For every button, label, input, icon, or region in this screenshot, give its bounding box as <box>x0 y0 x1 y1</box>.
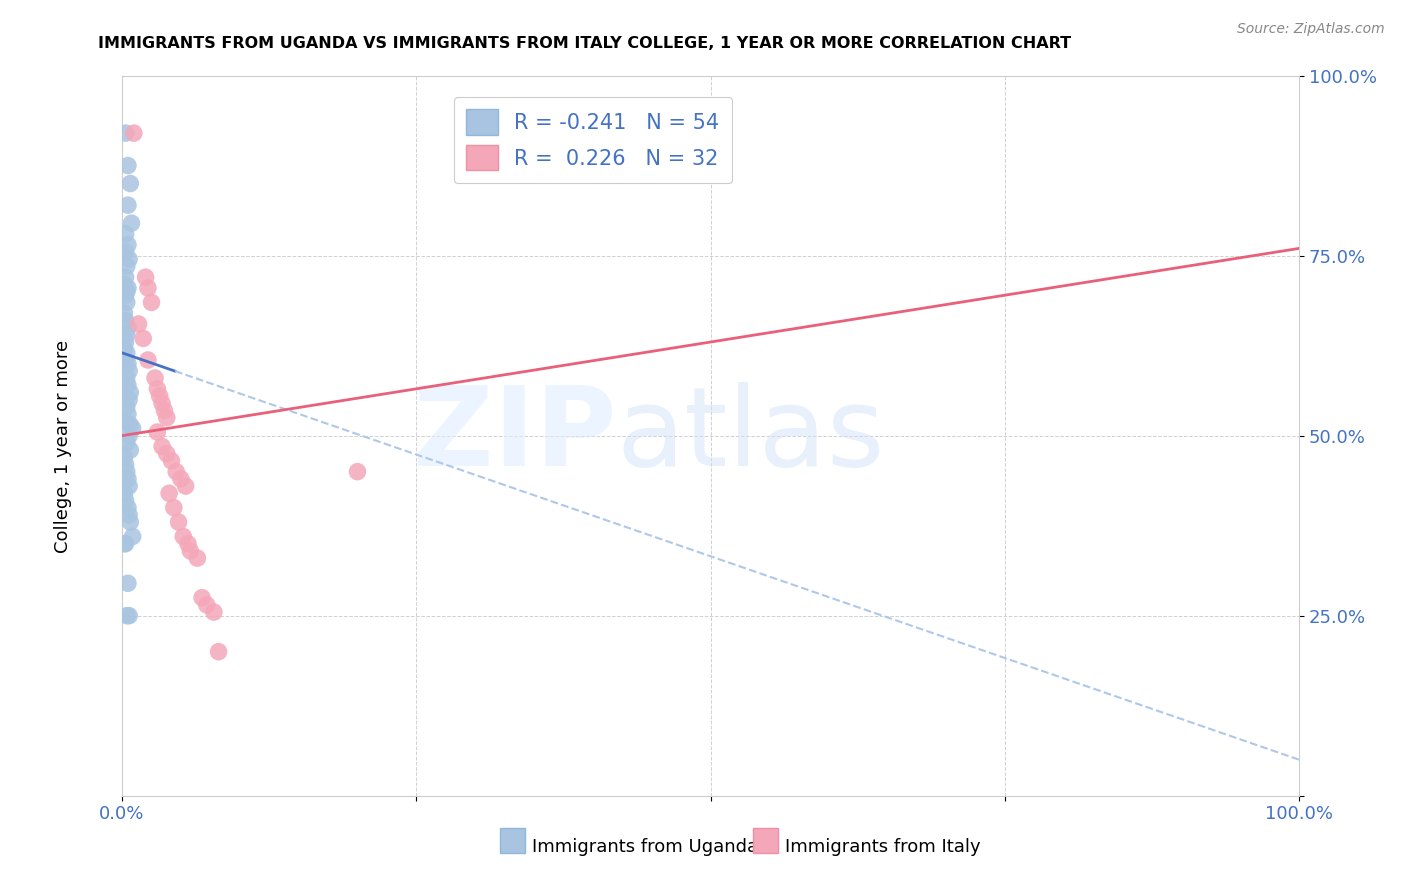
Point <box>118 608 141 623</box>
Point <box>132 331 155 345</box>
Point <box>117 407 139 421</box>
Point <box>117 320 139 334</box>
Point <box>115 346 138 360</box>
Point <box>160 454 183 468</box>
Point <box>141 295 163 310</box>
Point <box>346 465 368 479</box>
Point <box>121 529 143 543</box>
Point <box>117 198 139 212</box>
Point <box>153 403 176 417</box>
Point <box>115 295 138 310</box>
Point <box>118 392 141 407</box>
Point <box>118 252 141 267</box>
Legend: R = -0.241   N = 54, R =  0.226   N = 32: R = -0.241 N = 54, R = 0.226 N = 32 <box>454 96 733 183</box>
Point <box>112 486 135 500</box>
Text: College, 1 year or more: College, 1 year or more <box>55 340 72 552</box>
Point <box>117 378 139 392</box>
Text: atlas: atlas <box>616 382 884 489</box>
Point <box>114 126 136 140</box>
Point <box>207 645 229 659</box>
Point <box>115 608 138 623</box>
Point <box>120 443 142 458</box>
Point <box>172 529 194 543</box>
Point <box>195 598 218 612</box>
Point <box>120 385 142 400</box>
Point <box>112 537 135 551</box>
Point <box>118 428 141 442</box>
Point <box>149 389 172 403</box>
Point <box>135 270 157 285</box>
Point <box>118 479 141 493</box>
Point <box>156 410 179 425</box>
Point <box>186 551 208 566</box>
Point <box>112 342 135 356</box>
Point <box>112 277 135 292</box>
Point <box>115 285 138 299</box>
Text: IMMIGRANTS FROM UGANDA VS IMMIGRANTS FROM ITALY COLLEGE, 1 YEAR OR MORE CORRELAT: IMMIGRANTS FROM UGANDA VS IMMIGRANTS FRO… <box>98 36 1071 51</box>
Point <box>117 237 139 252</box>
Point <box>114 288 136 302</box>
Point <box>115 465 138 479</box>
Point <box>191 591 214 605</box>
Point <box>114 313 136 327</box>
Point <box>118 508 141 522</box>
Point <box>114 270 136 285</box>
Point <box>117 472 139 486</box>
Text: Immigrants from Uganda: Immigrants from Uganda <box>531 838 758 856</box>
Point <box>117 357 139 371</box>
Point <box>143 371 166 385</box>
Point <box>120 177 142 191</box>
Text: Source: ZipAtlas.com: Source: ZipAtlas.com <box>1237 22 1385 37</box>
Point <box>179 544 201 558</box>
Point <box>136 353 159 368</box>
Point <box>121 421 143 435</box>
Text: Immigrants from Italy: Immigrants from Italy <box>785 838 981 856</box>
Point <box>115 371 138 385</box>
Point <box>117 281 139 295</box>
Point <box>202 605 225 619</box>
Point <box>146 425 169 439</box>
Point <box>146 382 169 396</box>
Point <box>117 500 139 515</box>
Point <box>118 364 141 378</box>
Point <box>120 515 142 529</box>
Point <box>112 306 135 320</box>
Point <box>114 414 136 428</box>
Point <box>114 353 136 368</box>
Point <box>174 479 197 493</box>
Point <box>120 417 142 432</box>
Point <box>114 493 136 508</box>
Point <box>112 450 135 465</box>
Point <box>167 515 190 529</box>
Point <box>150 439 173 453</box>
Point <box>165 465 187 479</box>
Point <box>115 400 138 414</box>
Point <box>115 327 138 342</box>
Point <box>157 486 180 500</box>
Point <box>128 317 150 331</box>
Point <box>136 281 159 295</box>
Point <box>115 260 138 274</box>
Point <box>150 396 173 410</box>
Point <box>170 472 193 486</box>
Point <box>122 126 145 140</box>
Point <box>114 244 136 259</box>
Point <box>115 435 138 450</box>
Point <box>114 227 136 241</box>
Point <box>114 334 136 349</box>
Point <box>163 500 186 515</box>
Point <box>177 537 200 551</box>
Point <box>114 458 136 472</box>
Point <box>156 447 179 461</box>
Point <box>117 159 139 173</box>
Text: ZIP: ZIP <box>413 382 616 489</box>
Point <box>121 216 143 230</box>
Point <box>114 537 136 551</box>
Point <box>117 576 139 591</box>
